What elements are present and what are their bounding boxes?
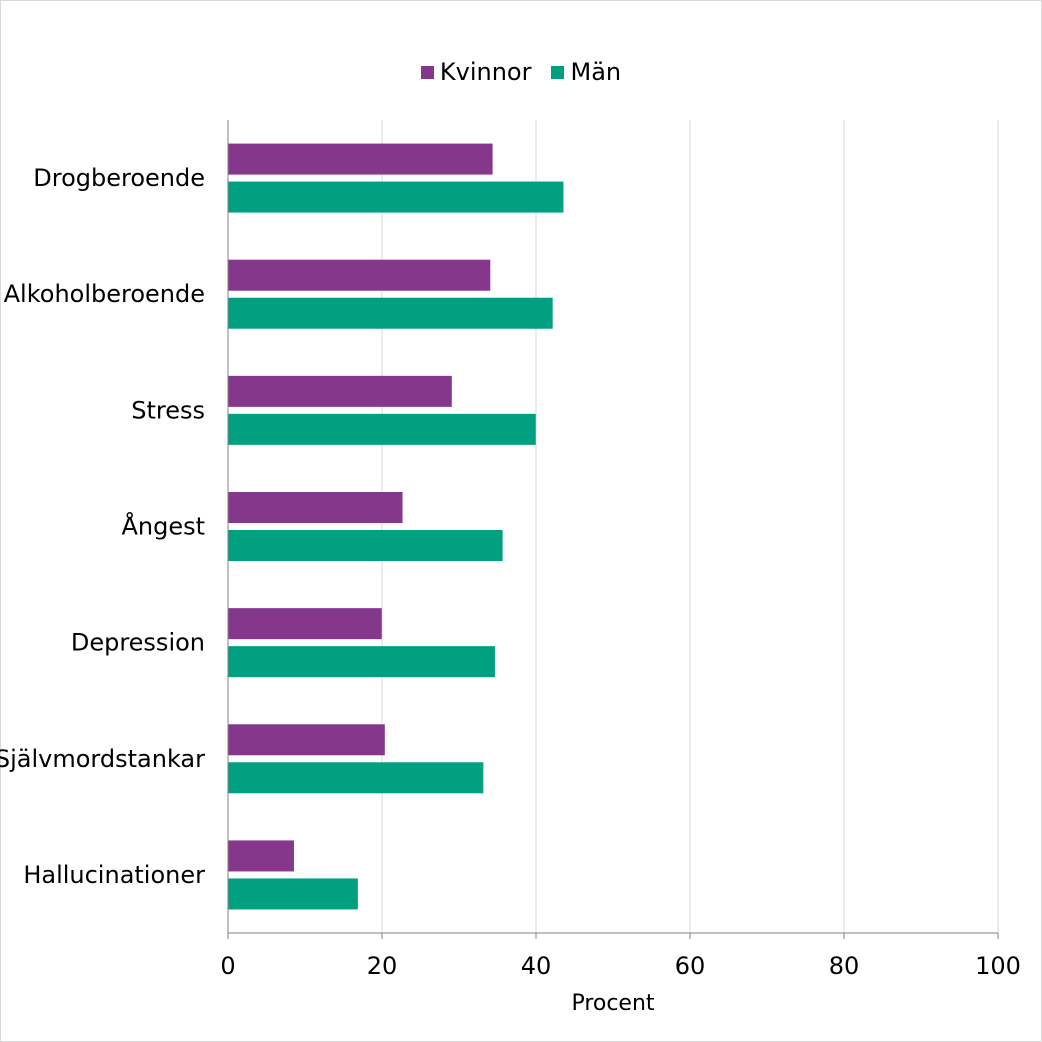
category-label: Ångest: [121, 512, 205, 541]
bar-man: [228, 297, 553, 329]
x-tick-label: 100: [975, 952, 1021, 980]
x-tick-label: 40: [521, 952, 552, 980]
bar-kvinnor: [228, 608, 382, 640]
bar-kvinnor: [228, 143, 493, 175]
legend-item-kvinnor: Kvinnor: [420, 58, 532, 86]
category-label: Drogberoende: [33, 164, 205, 192]
legend-label-man: Män: [570, 58, 622, 86]
gridlines: [381, 120, 999, 933]
bar-man: [228, 878, 358, 910]
legend: Kvinnor Män: [0, 58, 1042, 86]
bar-kvinnor: [228, 492, 403, 523]
x-tick-label: 60: [675, 952, 706, 980]
labels: 0 20 40 60 80 100 Drogberoende Alkoholberoende S…: [0, 164, 1021, 980]
bar-kvinnor: [228, 259, 491, 291]
category-label: Depression: [71, 629, 205, 657]
bar-kvinnor: [228, 840, 294, 872]
legend-item-man: Män: [551, 58, 621, 86]
bar-kvinnor: [228, 724, 385, 756]
category-label: Stress: [131, 396, 205, 424]
category-label: Hallucinationer: [23, 861, 205, 889]
bars: [228, 143, 564, 910]
category-label: Självmordstankar: [0, 745, 205, 773]
axes: [227, 120, 999, 939]
legend-swatch-kvinnor: [420, 65, 434, 79]
bar-man: [228, 413, 536, 445]
bar-kvinnor: [228, 375, 452, 407]
x-tick-label: 20: [367, 952, 398, 980]
legend-swatch-man: [551, 65, 565, 79]
x-axis-title: Procent: [571, 991, 654, 1016]
x-tick-label: 0: [220, 952, 235, 980]
legend-label-kvinnor: Kvinnor: [439, 58, 532, 86]
bar-man: [228, 646, 495, 678]
bar-man: [228, 762, 484, 794]
bar-man: [228, 181, 564, 213]
bar-man: [228, 530, 503, 561]
x-tick-label: 80: [829, 952, 860, 980]
category-label: Alkoholberoende: [4, 280, 205, 308]
